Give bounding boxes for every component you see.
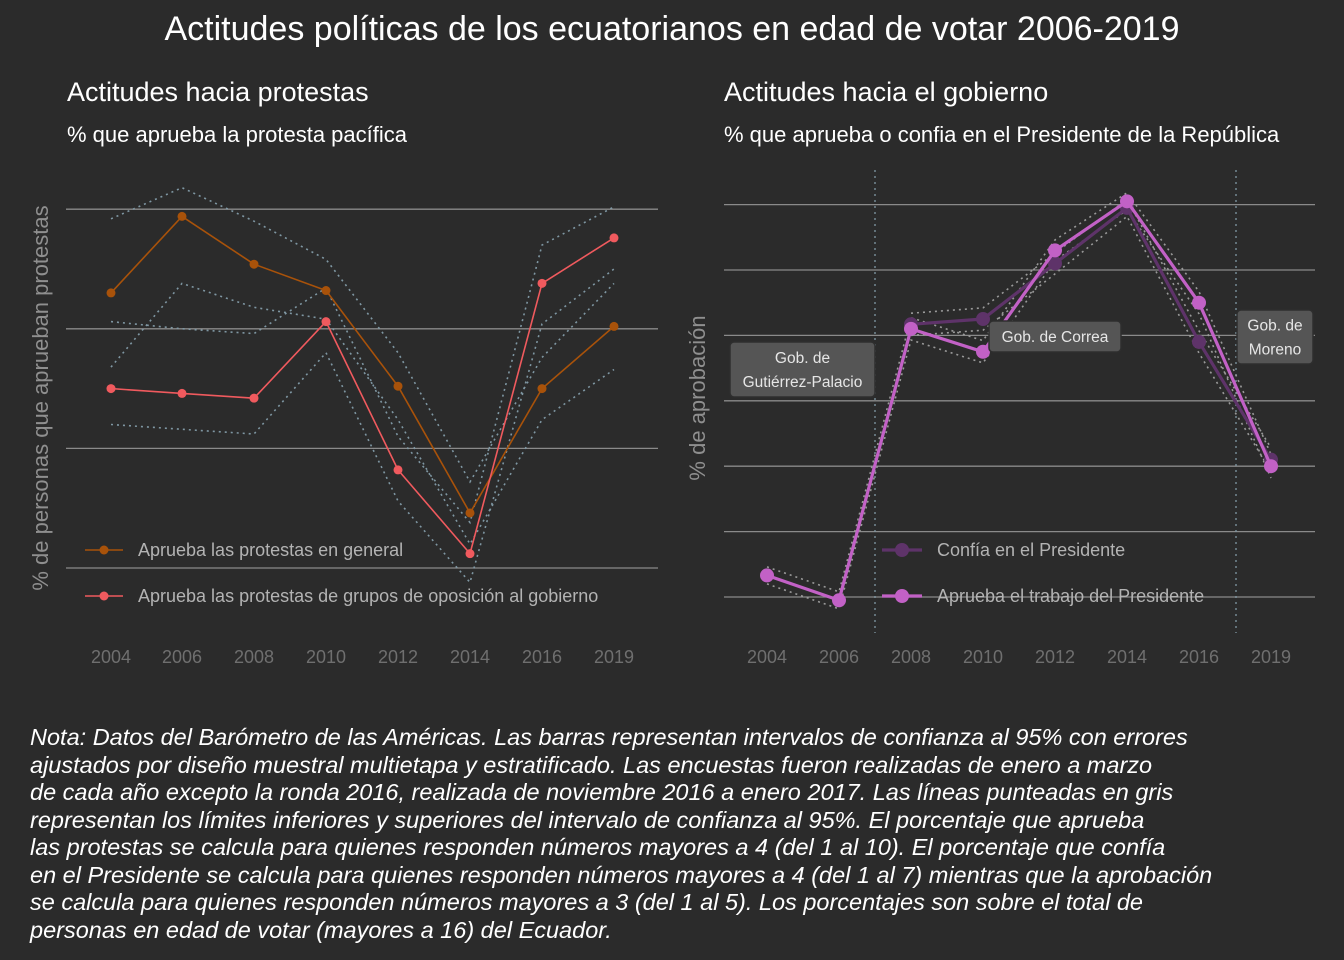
data-point — [1048, 243, 1062, 258]
x-tick-label: 2016 — [1179, 647, 1219, 667]
data-point — [537, 278, 547, 288]
annotation-box — [988, 320, 1122, 353]
confidence-interval-line — [110, 282, 615, 546]
legend-key-point — [99, 545, 109, 555]
data-point — [321, 286, 331, 296]
annotation-label: Gutiérrez-Palacio — [743, 374, 863, 391]
data-point — [465, 508, 475, 518]
x-tick-label: 2012 — [378, 647, 418, 667]
x-tick-label: 2014 — [450, 647, 490, 667]
x-tick-label: 2004 — [91, 647, 131, 667]
annotation-label: Moreno — [1249, 342, 1302, 359]
data-point — [465, 549, 475, 559]
x-tick-label: 2019 — [1251, 647, 1291, 667]
x-tick-label: 2004 — [747, 647, 787, 667]
confidence-interval-line — [110, 268, 615, 585]
annotation-label: Gob. de Correa — [1002, 329, 1109, 346]
government-panel-title: Actitudes hacia el gobierno — [724, 77, 1049, 107]
data-point — [832, 593, 846, 608]
series-line — [910, 206, 1273, 461]
footnote: Nota: Datos del Barómetro de las América… — [30, 724, 1213, 943]
legend-label: Aprueba el trabajo del Presidente — [937, 586, 1204, 606]
x-tick-label: 2019 — [594, 647, 634, 667]
data-point — [760, 568, 774, 583]
confidence-interval-line — [110, 186, 615, 484]
annotation-label: Gob. de — [775, 350, 830, 367]
x-tick-label: 2006 — [819, 647, 859, 667]
legend-label: Aprueba las protestas en general — [138, 540, 403, 560]
main-title: Actitudes políticas de los ecuatorianos … — [164, 10, 1180, 48]
data-point — [177, 211, 187, 221]
data-point — [393, 381, 403, 391]
protest-panel-title: Actitudes hacia protestas — [67, 77, 369, 107]
data-point — [1120, 194, 1134, 209]
legend-key-point — [99, 591, 109, 601]
legend-label: Confía en el Presidente — [937, 540, 1125, 560]
legend-label: Aprueba las protestas de grupos de oposi… — [138, 586, 598, 606]
data-point — [609, 233, 619, 243]
data-point — [1192, 295, 1206, 310]
data-point — [106, 384, 116, 394]
data-point — [537, 384, 547, 394]
annotation-box — [729, 341, 876, 398]
x-tick-label: 2010 — [306, 647, 346, 667]
series-line — [110, 215, 615, 514]
x-tick-label: 2010 — [963, 647, 1003, 667]
confidence-interval-line — [910, 215, 1272, 472]
annotation-label: Gob. de — [1247, 318, 1302, 335]
data-point — [1264, 459, 1278, 474]
data-point — [177, 388, 187, 398]
confidence-interval-line — [110, 206, 615, 525]
data-point — [1048, 256, 1062, 271]
confidence-interval-line — [766, 208, 1272, 610]
y-axis-title: % de personas que aprueban protestas — [28, 205, 53, 590]
x-tick-label: 2008 — [234, 647, 274, 667]
legend-key-point — [895, 589, 909, 603]
y-axis-title: % de aprobación — [685, 315, 710, 480]
data-point — [249, 259, 259, 269]
data-point — [904, 321, 918, 336]
series-line — [110, 237, 615, 555]
x-tick-label: 2012 — [1035, 647, 1075, 667]
data-point — [393, 465, 403, 475]
x-tick-label: 2008 — [891, 647, 931, 667]
series-line — [766, 199, 1273, 602]
protest-panel-subtitle: % que aprueba la protesta pacífica — [67, 122, 408, 147]
data-point — [321, 317, 331, 327]
data-point — [1192, 334, 1206, 349]
x-tick-label: 2006 — [162, 647, 202, 667]
legend-key-point — [895, 543, 909, 557]
data-point — [106, 288, 116, 298]
data-point — [976, 344, 990, 359]
annotation-box — [1236, 309, 1314, 365]
government-panel-subtitle: % que aprueba o confia en el Presidente … — [724, 122, 1280, 147]
x-tick-label: 2016 — [522, 647, 562, 667]
data-point — [609, 321, 619, 331]
data-point — [249, 393, 259, 403]
confidence-interval-line — [910, 198, 1272, 449]
x-tick-label: 2014 — [1107, 647, 1147, 667]
data-point — [976, 312, 990, 327]
